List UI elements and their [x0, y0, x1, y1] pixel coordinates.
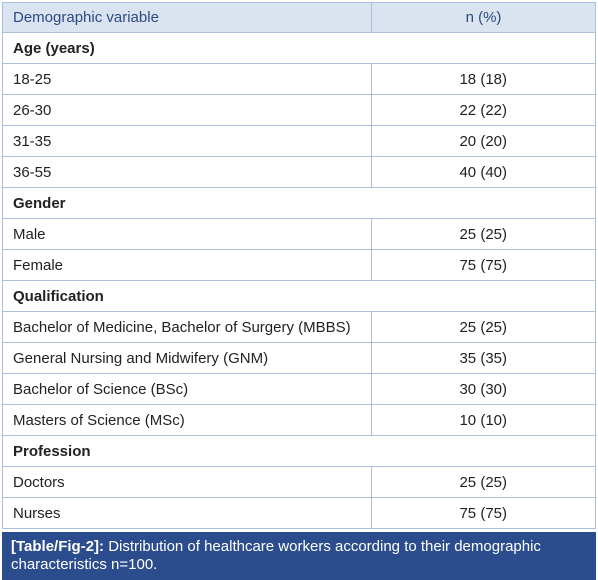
- data-row: Doctors 25 (25): [3, 467, 595, 498]
- section-title: Qualification: [13, 287, 104, 305]
- data-row: General Nursing and Midwifery (GNM) 35 (3…: [3, 343, 595, 374]
- header-cell: Demographic variable: [3, 3, 372, 32]
- data-row: Male 25 (25): [3, 219, 595, 250]
- data-row: Masters of Science (MSc) 10 (10): [3, 405, 595, 436]
- data-row: Bachelor of Science (BSc) 30 (30): [3, 374, 595, 405]
- data-row: 36-55 40 (40): [3, 157, 595, 188]
- caption: [Table/Fig-2]: Distribution of healthcar…: [2, 532, 596, 580]
- cell: 75 (75): [459, 256, 507, 274]
- section-row: Profession: [3, 436, 595, 467]
- data-row: 31-35 20 (20): [3, 126, 595, 157]
- section-title: Profession: [13, 442, 91, 460]
- caption-label: [Table/Fig-2]:: [11, 538, 105, 555]
- cell: 40 (40): [459, 163, 507, 181]
- data-row: Nurses 75 (75): [3, 498, 595, 529]
- cell: Bachelor of Medicine, Bachelor of Surger…: [3, 312, 372, 342]
- cell: Male: [3, 219, 372, 249]
- data-row: 26-30 22 (22): [3, 95, 595, 126]
- cell: 22 (22): [459, 101, 507, 119]
- cell: 25 (25): [459, 473, 507, 491]
- section-title: Gender: [13, 194, 66, 212]
- data-row: Female 75 (75): [3, 250, 595, 281]
- cell: 18-25: [3, 64, 372, 94]
- section-row: Qualification: [3, 281, 595, 312]
- data-row: Bachelor of Medicine, Bachelor of Surger…: [3, 312, 595, 343]
- cell: 30 (30): [459, 380, 507, 398]
- cell: 31-35: [3, 126, 372, 156]
- cell: Nurses: [3, 498, 372, 528]
- cell: 36-55: [3, 157, 372, 187]
- cell: 18 (18): [459, 70, 507, 88]
- cell: 25 (25): [459, 318, 507, 336]
- cell: 26-30: [3, 95, 372, 125]
- cell: Bachelor of Science (BSc): [3, 374, 372, 404]
- cell: 25 (25): [459, 225, 507, 243]
- section-row: Age (years): [3, 33, 595, 64]
- section-row: Gender: [3, 188, 595, 219]
- cell: General Nursing and Midwifery (GNM): [3, 343, 372, 373]
- cell: Female: [3, 250, 372, 280]
- cell: 20 (20): [459, 132, 507, 150]
- caption-text: Distribution of healthcare workers accor…: [11, 538, 541, 573]
- cell: 10 (10): [459, 411, 507, 429]
- header-row: Demographic variable n (%): [3, 2, 595, 33]
- cell: 75 (75): [459, 504, 507, 522]
- data-row: 18-25 18 (18): [3, 64, 595, 95]
- cell: Doctors: [3, 467, 372, 497]
- section-title: Age (years): [13, 39, 95, 57]
- table: Demographic variable n (%) Age (years) 18…: [2, 2, 596, 529]
- cell: Masters of Science (MSc): [3, 405, 372, 435]
- header-cell: n (%): [465, 9, 502, 26]
- cell: 35 (35): [459, 349, 507, 367]
